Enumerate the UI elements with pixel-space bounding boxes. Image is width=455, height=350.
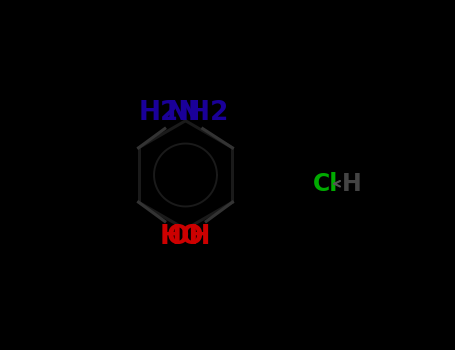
Text: HO: HO bbox=[160, 224, 204, 250]
Text: H2N: H2N bbox=[139, 100, 201, 126]
Text: H: H bbox=[342, 172, 362, 196]
Text: Cl: Cl bbox=[313, 172, 339, 196]
Text: OH: OH bbox=[167, 224, 211, 250]
Text: NH2: NH2 bbox=[167, 100, 229, 126]
